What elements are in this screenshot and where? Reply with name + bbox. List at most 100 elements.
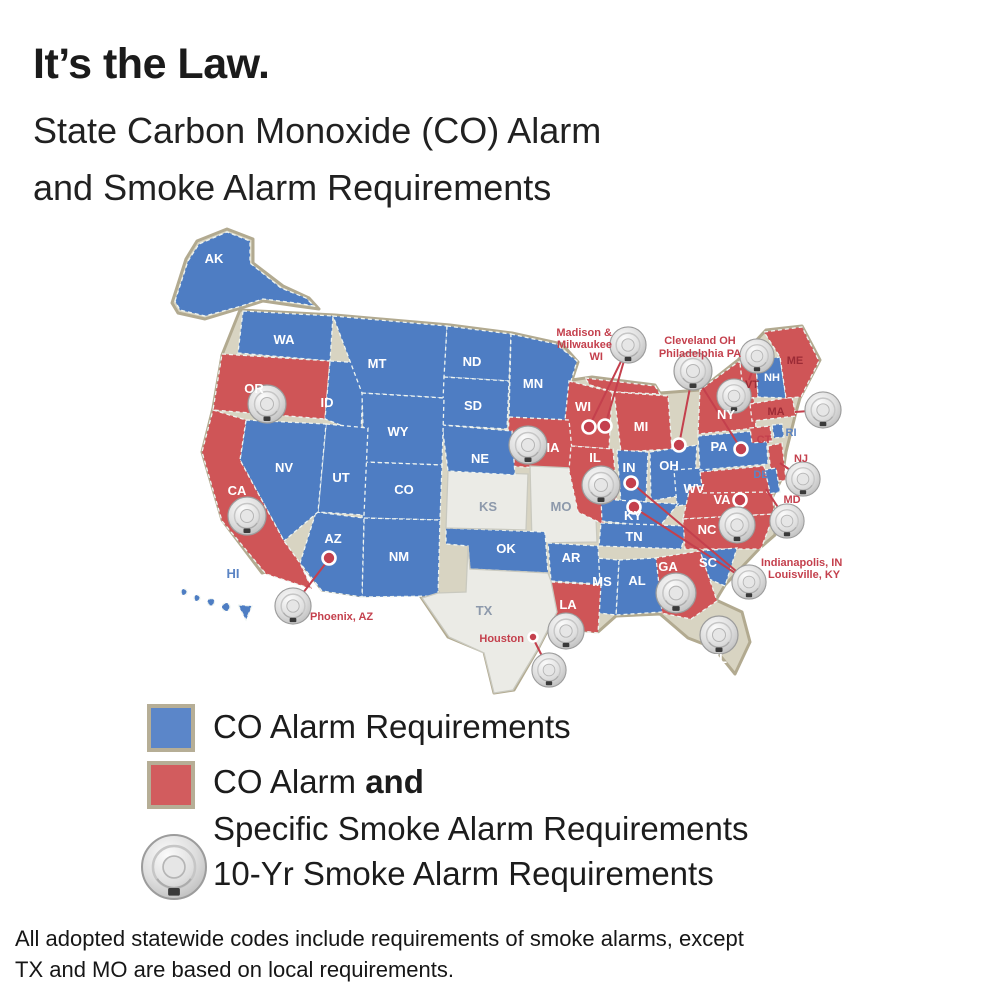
marker-virginia <box>732 492 748 508</box>
ten-year-alarm-icon-NC <box>718 506 756 544</box>
state-label-ME: ME <box>787 355 804 367</box>
state-label-UT: UT <box>332 470 349 485</box>
state-label-TX: TX <box>476 603 493 618</box>
state-label-OK: OK <box>496 541 516 556</box>
ten-year-alarm-icon-phoenix <box>274 587 312 625</box>
state-label-NV: NV <box>275 460 293 475</box>
ten-year-alarm-icon-indianapolis-louisville <box>731 564 767 600</box>
state-label-NJ: NJ <box>794 453 808 465</box>
callout-phoenix: Phoenix, AZ <box>310 611 373 623</box>
state-label-AR: AR <box>562 550 581 565</box>
state-label-MN: MN <box>523 376 543 391</box>
state-label-IN: IN <box>623 460 636 475</box>
state-NV <box>239 419 327 543</box>
state-label-IA: IA <box>547 440 561 455</box>
legend-label-co-and-smoke-line1: CO Alarm and <box>213 763 424 801</box>
state-label-OR: OR <box>244 381 264 396</box>
state-WI <box>564 380 613 450</box>
state-MI-upper <box>583 377 662 395</box>
footnote-line-1: All adopted statewide codes include requ… <box>15 926 744 951</box>
state-ME <box>762 326 820 399</box>
state-label-NY: NY <box>717 407 735 422</box>
legend-swatch-co-alarm <box>147 704 195 752</box>
ten-year-alarm-icon-NJ <box>785 461 821 497</box>
state-RI <box>771 423 785 439</box>
title-block: It’s the Law. State Carbon Monoxide (CO)… <box>33 40 953 217</box>
state-label-MI: MI <box>634 419 648 434</box>
marker-phoenix <box>321 550 337 566</box>
callout-madison-line1: Madison & <box>556 327 612 339</box>
callout-houston: Houston <box>479 633 524 645</box>
state-label-ND: ND <box>463 354 482 369</box>
state-HI-island-3 <box>206 597 216 607</box>
ten-year-alarm-icon-MA <box>804 391 842 429</box>
state-TX <box>420 545 558 694</box>
state-label-NM: NM <box>389 549 409 564</box>
state-label-OH: OH <box>659 458 679 473</box>
state-label-SD: SD <box>464 398 482 413</box>
ten-year-alarm-icon-IA <box>508 425 548 465</box>
state-NE <box>441 424 516 476</box>
state-label-CA: CA <box>228 483 247 498</box>
state-label-SC: SC <box>699 555 718 570</box>
state-label-AK: AK <box>205 251 224 266</box>
state-label-GA: GA <box>658 559 678 574</box>
state-label-CO: CO <box>394 482 414 497</box>
ten-year-alarm-icon-IL <box>581 465 621 505</box>
marker-louisville <box>626 499 642 515</box>
legend-swatch-co-and-smoke <box>147 761 195 809</box>
state-AR <box>547 542 601 585</box>
state-label-IL: IL <box>589 450 601 465</box>
state-label-ID: ID <box>321 395 334 410</box>
state-label-FL: FL <box>711 651 727 666</box>
legend-label-co-and-smoke-prefix: CO Alarm <box>213 763 366 800</box>
page-title: It’s the Law. <box>33 40 270 88</box>
callout-cleveland-line1: Cleveland OH <box>664 335 736 347</box>
state-ND <box>443 325 512 382</box>
state-label-WI: WI <box>575 399 591 414</box>
state-label-VT: VT <box>745 379 759 391</box>
state-HI-island-1 <box>180 588 188 596</box>
marker-milwaukee <box>597 418 613 434</box>
state-label-NE: NE <box>471 451 489 466</box>
state-label-KS: KS <box>479 499 497 514</box>
state-PA <box>697 429 769 471</box>
subtitle-line-2: and Smoke Alarm Requirements <box>33 166 552 208</box>
state-label-WV: WV <box>684 481 705 496</box>
legend-label-co-and-smoke-line2: Specific Smoke Alarm Requirements <box>213 810 749 847</box>
state-label-TN: TN <box>625 529 642 544</box>
callout-madison-line2: Milwaukee <box>557 339 612 351</box>
state-label-MO: MO <box>551 499 572 514</box>
state-MD <box>699 465 771 494</box>
state-label-NC: NC <box>698 522 717 537</box>
state-HI-island-4 <box>221 602 231 612</box>
ten-year-alarm-icon-MD <box>769 503 805 539</box>
state-MT <box>332 315 448 399</box>
state-label-MD: MD <box>783 494 800 506</box>
legend-label-ten-year: 10-Yr Smoke Alarm Requirements <box>213 855 714 892</box>
state-SD <box>441 376 510 430</box>
callout-indianapolis-line1: Indianapolis, IN <box>761 557 842 569</box>
legend-label-co-alarm: CO Alarm Requirements <box>213 708 571 745</box>
ten-year-alarm-icon-LA <box>547 612 585 650</box>
state-label-MA: MA <box>767 406 784 418</box>
legend-ten-year-alarm-icon <box>140 833 208 901</box>
state-label-WY: WY <box>388 424 409 439</box>
marker-cleveland <box>671 437 687 453</box>
ten-year-alarm-icon-FL <box>699 615 739 655</box>
state-label-CT: CT <box>757 434 772 446</box>
ten-year-alarm-icon-VT <box>739 338 775 374</box>
state-label-VA: VA <box>713 492 731 507</box>
callout-indianapolis-line2: Louisville, KY <box>768 569 841 581</box>
state-label-AZ: AZ <box>324 531 341 546</box>
ten-year-alarm-icon-GA <box>655 572 697 614</box>
marker-madison <box>581 419 597 435</box>
callout-line-indianapolis <box>632 483 750 583</box>
footnote-line-2: TX and MO are based on local requirement… <box>15 956 455 982</box>
state-label-AL: AL <box>628 573 645 588</box>
callout-line-louisville <box>634 507 750 583</box>
state-label-MT: MT <box>368 356 387 371</box>
state-CT <box>749 425 773 444</box>
marker-houston <box>527 631 539 643</box>
